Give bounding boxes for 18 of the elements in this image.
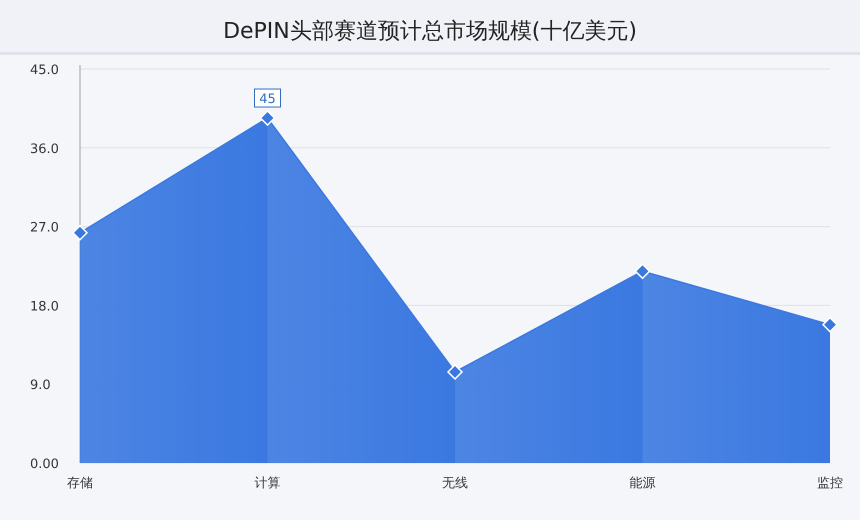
chart-title: DePIN头部赛道预计总市场规模(十亿美元) [223, 19, 637, 44]
y-tick-label: 45.0 [30, 63, 59, 78]
y-tick-label: 36.0 [30, 142, 59, 157]
point [72, 224, 88, 240]
y-tick-label: 9.0 [30, 378, 51, 394]
point [260, 110, 276, 126]
x-tick-label: 计算 [254, 476, 280, 491]
y-tick-label: 27.0 [30, 220, 59, 236]
point [447, 364, 463, 380]
x-tick-label: 无线 [442, 476, 468, 491]
x-tick-label: 监控 [817, 476, 843, 491]
y-tick-label: 0.00 [30, 457, 59, 472]
point [634, 264, 650, 280]
x-tick-label: 能源 [630, 476, 656, 491]
y-tick-label: 18.0 [30, 299, 59, 314]
x-tick-label: 存储 [67, 476, 93, 491]
annotation: 45 [259, 92, 276, 108]
point [822, 316, 838, 332]
